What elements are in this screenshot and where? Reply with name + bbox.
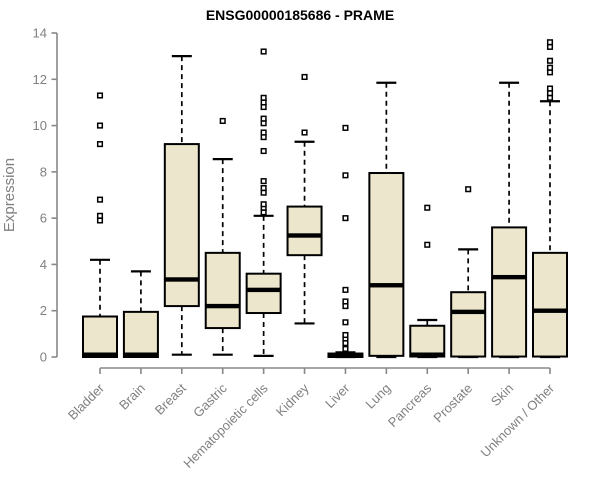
outlier-point bbox=[424, 241, 431, 248]
median-line bbox=[410, 352, 445, 357]
x-tick-label: Skin bbox=[488, 381, 516, 409]
outlier-point bbox=[342, 298, 349, 305]
x-tick-label: Liver bbox=[322, 380, 353, 411]
outlier-point bbox=[260, 201, 267, 208]
outlier-point bbox=[301, 73, 308, 81]
median-line bbox=[205, 303, 240, 309]
median-line bbox=[164, 277, 199, 282]
boxplot-liver bbox=[327, 124, 364, 359]
iqr-box bbox=[491, 226, 528, 358]
boxplot-bladder bbox=[82, 92, 118, 358]
y-tick-label: 10 bbox=[33, 118, 47, 133]
x-tick-label: Brain bbox=[116, 381, 148, 413]
boxplot-skin bbox=[491, 81, 528, 359]
outlier-point bbox=[96, 122, 104, 129]
boxplot-hematopoietic-cells bbox=[245, 48, 282, 357]
outlier-point bbox=[260, 147, 267, 155]
median-line bbox=[532, 308, 567, 313]
outlier-point bbox=[260, 129, 267, 136]
outlier-point bbox=[260, 115, 267, 122]
outlier-point bbox=[546, 85, 554, 92]
boxplot-unknown-other bbox=[531, 39, 568, 359]
box-series bbox=[82, 39, 568, 359]
outlier-point bbox=[546, 39, 554, 46]
iqr-box bbox=[450, 291, 487, 358]
iqr-box bbox=[204, 251, 241, 330]
boxplot-prostate bbox=[450, 186, 487, 359]
outlier-point bbox=[342, 331, 349, 339]
median-line bbox=[246, 287, 281, 293]
outlier-point bbox=[260, 94, 267, 101]
outlier-point bbox=[96, 212, 104, 219]
outlier-point bbox=[96, 92, 104, 99]
iqr-box bbox=[245, 272, 282, 315]
median-line bbox=[328, 352, 363, 358]
outlier-point bbox=[546, 64, 554, 71]
outlier-point bbox=[342, 286, 349, 293]
boxplot-pancreas bbox=[409, 204, 446, 359]
median-line bbox=[287, 233, 322, 238]
boxplot-brain bbox=[122, 270, 159, 358]
median-line bbox=[83, 352, 117, 357]
iqr-box bbox=[163, 143, 200, 308]
boxplot-kidney bbox=[286, 73, 323, 325]
outlier-point bbox=[260, 178, 267, 185]
x-tick-label: Gastric bbox=[190, 380, 230, 420]
outlier-point bbox=[342, 124, 349, 131]
outlier-point bbox=[424, 204, 431, 211]
iqr-box bbox=[368, 172, 405, 357]
iqr-box bbox=[286, 205, 323, 257]
iqr-box bbox=[531, 251, 568, 358]
outlier-point bbox=[219, 117, 226, 124]
y-tick-label: 0 bbox=[40, 350, 47, 365]
boxplot-lung bbox=[368, 81, 405, 359]
y-tick-label: 8 bbox=[40, 164, 47, 179]
x-tick-label: Unknown / Other bbox=[478, 380, 558, 460]
iqr-box bbox=[409, 324, 446, 358]
x-tick-label: Prostate bbox=[430, 381, 475, 426]
iqr-box bbox=[122, 310, 159, 358]
x-tick-label: Breast bbox=[152, 380, 189, 417]
y-tick-label: 12 bbox=[33, 72, 47, 87]
x-tick-label: Lung bbox=[362, 381, 393, 412]
outlier-point bbox=[301, 129, 308, 136]
x-tick-label: Kidney bbox=[273, 380, 312, 419]
chart-title: ENSG00000185686 - PRAME bbox=[206, 7, 394, 23]
boxplot-gastric bbox=[204, 117, 241, 356]
y-tick-label: 14 bbox=[33, 26, 47, 41]
median-line bbox=[123, 352, 158, 357]
x-tick-label: Pancreas bbox=[385, 380, 435, 430]
x-tick-label: Bladder bbox=[65, 380, 108, 423]
outlier-point bbox=[546, 57, 554, 64]
outlier-point bbox=[260, 48, 267, 55]
outlier-point bbox=[342, 319, 349, 326]
median-line bbox=[369, 283, 404, 288]
outlier-point bbox=[260, 185, 267, 192]
outlier-point bbox=[342, 215, 349, 222]
outlier-point bbox=[342, 172, 349, 179]
y-axis-label: Expression bbox=[1, 158, 18, 232]
y-tick-label: 6 bbox=[40, 211, 47, 226]
outlier-point bbox=[96, 196, 104, 203]
boxplot-breast bbox=[163, 55, 200, 356]
outlier-point bbox=[465, 186, 472, 193]
y-tick-label: 2 bbox=[40, 303, 47, 318]
y-tick-label: 4 bbox=[40, 257, 47, 272]
median-line bbox=[492, 274, 527, 280]
median-line bbox=[451, 309, 486, 315]
outlier-point bbox=[96, 141, 104, 148]
outlier-point bbox=[342, 345, 349, 352]
iqr-box bbox=[82, 315, 118, 358]
